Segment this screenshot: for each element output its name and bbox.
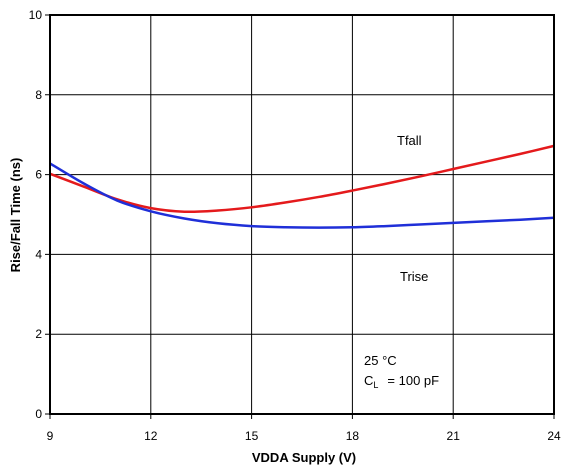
y-tick-label: 8 [35, 88, 42, 102]
tfall-annotation: Tfall [397, 133, 422, 148]
y-tick-label: 10 [29, 8, 43, 22]
series-line-trise [49, 162, 555, 229]
load-capacitance-annotation: CL = 100 pF [364, 373, 439, 390]
x-tick-label: 21 [447, 429, 461, 443]
x-tick-label: 15 [245, 429, 259, 443]
cl-subscript: L [373, 380, 378, 390]
series-layer [49, 144, 555, 229]
series-line-tfall [49, 144, 555, 214]
x-tick-label: 24 [547, 429, 561, 443]
y-tick-label: 6 [35, 168, 42, 182]
cl-value: = 100 pF [387, 373, 439, 388]
trise-annotation: Trise [400, 269, 428, 284]
y-tick-label: 0 [35, 407, 42, 421]
x-axis-label: VDDA Supply (V) [252, 450, 356, 465]
grid-lines [45, 14, 555, 419]
y-tick-label: 2 [35, 327, 42, 341]
temperature-annotation: 25 °C [364, 353, 397, 368]
x-tick-label: 18 [346, 429, 360, 443]
cl-symbol: C [364, 373, 373, 388]
y-axis-label: Rise/Fall Time (ns) [8, 158, 23, 273]
x-tick-label: 12 [144, 429, 158, 443]
x-tick-label: 9 [47, 429, 54, 443]
y-tick-label: 4 [35, 247, 42, 261]
plot-frame [49, 14, 555, 415]
